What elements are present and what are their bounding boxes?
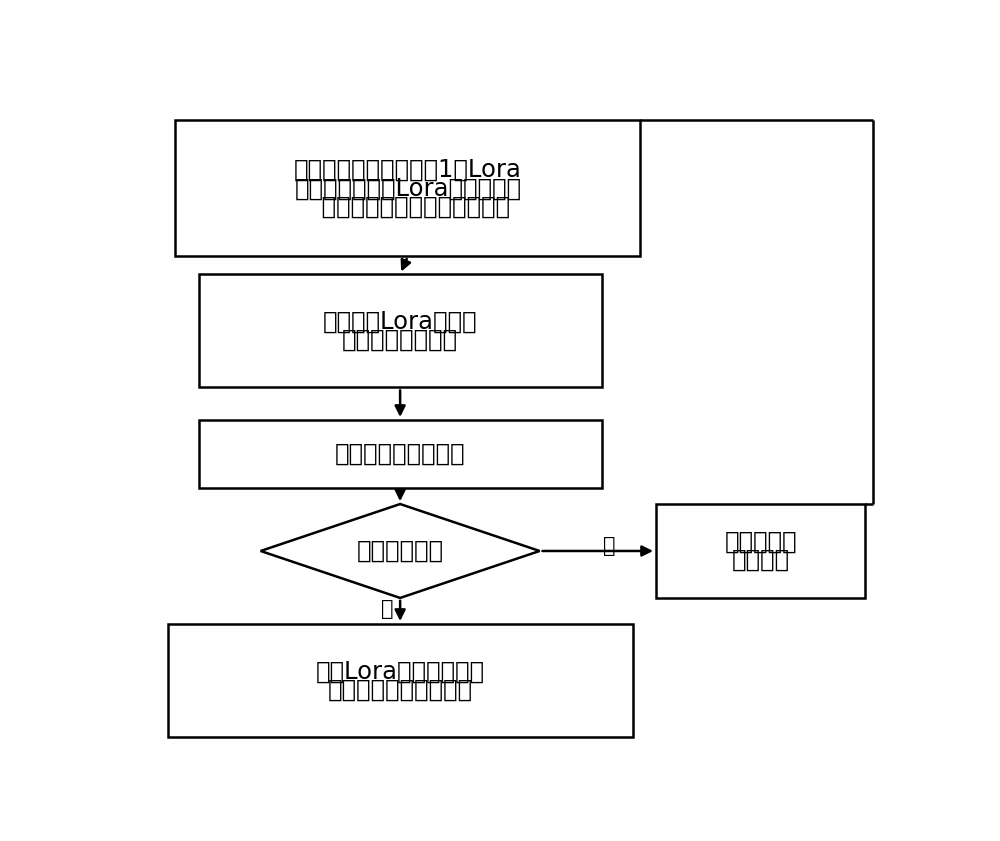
Bar: [168, 624, 633, 738]
Bar: [199, 274, 602, 388]
Bar: [199, 420, 602, 488]
Bar: [656, 504, 865, 598]
Text: 端进行配对，完整组网: 端进行配对，完整组网: [328, 678, 473, 701]
Bar: [175, 120, 640, 257]
Text: 是: 是: [381, 600, 393, 619]
Text: 否: 否: [603, 536, 616, 556]
Text: 其监听范围及对应的监听标准: 其监听范围及对应的监听标准: [306, 194, 510, 219]
Text: 对当前终端: 对当前终端: [724, 530, 797, 554]
Text: 对待加入Lora网关的: 对待加入Lora网关的: [323, 309, 477, 334]
Text: 对监听数据进行判定: 对监听数据进行判定: [335, 442, 465, 466]
Text: 当前Lora网关与当前终: 当前Lora网关与当前终: [316, 659, 485, 684]
Text: 划定任一范围配置多于1个Lora: 划定任一范围配置多于1个Lora: [294, 158, 522, 182]
Polygon shape: [261, 504, 540, 598]
Text: 网关；对应任一Lora网关，获取: 网关；对应任一Lora网关，获取: [294, 177, 521, 200]
Text: 满足预设条件: 满足预设条件: [357, 539, 444, 563]
Text: 终端获取监听数据: 终端获取监听数据: [342, 328, 458, 352]
Text: 不予处理: 不予处理: [732, 548, 790, 572]
